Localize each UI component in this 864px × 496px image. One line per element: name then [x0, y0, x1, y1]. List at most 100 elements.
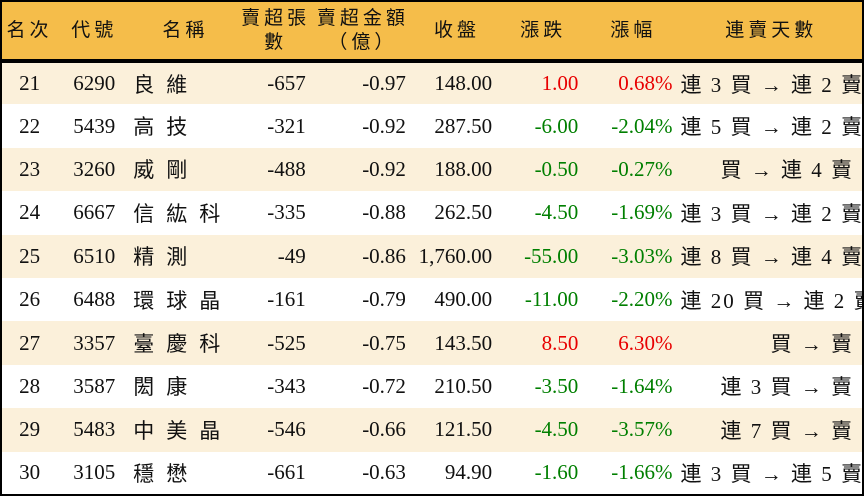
change-cell: 8.50 — [541, 330, 579, 355]
name-cell: 信紘科 — [133, 201, 233, 226]
change-cell: -0.50 — [534, 156, 579, 181]
sell-volume-cell: -657 — [267, 71, 306, 96]
col-header-rank: 名次 — [6, 19, 53, 41]
rank-cell: 23 — [19, 156, 41, 181]
rank-cell: 22 — [19, 113, 41, 138]
col-header-change: 漲跌 — [520, 19, 567, 41]
change-cell: 1.00 — [541, 71, 579, 96]
change-pct-cell: 0.68% — [618, 71, 673, 96]
change-pct-cell: -3.57% — [611, 417, 673, 442]
table-row: 28 3587 閎康 -343 -0.72 210.50 -3.50 -1.64… — [1, 364, 863, 409]
col-header-streak: 連賣天數 — [725, 19, 818, 41]
code-cell: 3260 — [73, 156, 116, 181]
change-pct-cell: -2.20% — [611, 287, 673, 312]
name-cell: 良維 — [133, 72, 200, 97]
col-header-change-pct: 漲幅 — [610, 19, 657, 41]
code-cell: 3357 — [73, 330, 116, 355]
change-cell: -4.50 — [534, 417, 579, 442]
sell-amount-cell: -0.92 — [362, 113, 406, 138]
table-row: 21 6290 良維 -657 -0.97 148.00 1.00 0.68% … — [1, 61, 863, 105]
change-cell: -1.60 — [534, 460, 579, 485]
close-cell: 210.50 — [434, 373, 493, 398]
rank-cell: 26 — [19, 287, 41, 312]
streak-cell: 連 3 買 → 連 2 賣 — [680, 201, 863, 226]
rank-cell: 28 — [19, 373, 41, 398]
close-cell: 1,760.00 — [418, 243, 493, 268]
streak-cell: 連 8 買 → 連 4 賣 — [680, 245, 863, 270]
sell-amount-cell: -0.72 — [362, 373, 406, 398]
header-row: 名次 代號 名稱 賣超張數 賣超金額 （億） 收盤 漲跌 漲幅 連賣天數 — [1, 1, 863, 61]
change-cell: -11.00 — [524, 287, 579, 312]
name-cell: 威剛 — [133, 158, 200, 183]
close-cell: 143.50 — [434, 330, 493, 355]
rank-cell: 21 — [19, 71, 41, 96]
streak-cell: 連 3 買 → 連 2 賣 — [680, 72, 863, 97]
table-row: 22 5439 高技 -321 -0.92 287.50 -6.00 -2.04… — [1, 104, 863, 148]
table-row: 27 3357 臺慶科 -525 -0.75 143.50 8.50 6.30%… — [1, 321, 863, 365]
streak-cell: 連 5 買 → 連 2 賣 — [680, 115, 863, 140]
name-cell: 穩懋 — [133, 461, 200, 486]
sell-amount-cell: -0.63 — [362, 460, 406, 485]
name-cell: 精測 — [133, 245, 200, 270]
close-cell: 287.50 — [434, 113, 493, 138]
table-row: 23 3260 威剛 -488 -0.92 188.00 -0.50 -0.27… — [1, 147, 863, 192]
change-pct-cell: -1.69% — [611, 200, 673, 225]
change-cell: -55.00 — [524, 243, 579, 268]
change-pct-cell: -2.04% — [611, 113, 673, 138]
sell-volume-cell: -661 — [267, 460, 306, 485]
code-cell: 3105 — [73, 460, 116, 485]
sell-amount-cell: -0.66 — [362, 417, 406, 442]
code-cell: 6290 — [73, 71, 116, 96]
change-pct-cell: -1.64% — [611, 373, 673, 398]
rank-cell: 27 — [19, 330, 41, 355]
rank-cell: 29 — [19, 417, 41, 442]
code-cell: 5483 — [73, 417, 116, 442]
table-row: 24 6667 信紘科 -335 -0.88 262.50 -4.50 -1.6… — [1, 191, 863, 235]
change-pct-cell: -0.27% — [611, 156, 673, 181]
table-row: 26 6488 環球晶 -161 -0.79 490.00 -11.00 -2.… — [1, 277, 863, 322]
sell-volume-cell: -546 — [267, 417, 306, 442]
sell-volume-cell: -49 — [277, 243, 306, 268]
streak-cell: 買 → 連 4 賣 — [720, 158, 854, 183]
close-cell: 94.90 — [444, 460, 493, 485]
close-cell: 121.50 — [434, 417, 493, 442]
sell-volume-cell: -488 — [267, 156, 306, 181]
col-header-name: 名稱 — [162, 19, 209, 41]
table-row: 25 6510 精測 -49 -0.86 1,760.00 -55.00 -3.… — [1, 234, 863, 278]
code-cell: 3587 — [73, 373, 116, 398]
rank-cell: 25 — [19, 243, 41, 268]
change-cell: -3.50 — [534, 373, 579, 398]
close-cell: 262.50 — [434, 200, 493, 225]
name-cell: 環球晶 — [133, 288, 233, 313]
sell-volume-cell: -525 — [267, 330, 306, 355]
sell-volume-cell: -161 — [267, 287, 306, 312]
sell-volume-cell: -321 — [267, 113, 306, 138]
col-header-code: 代號 — [71, 19, 118, 41]
sell-volume-cell: -343 — [267, 373, 306, 398]
change-pct-cell: 6.30% — [618, 330, 673, 355]
sell-amount-cell: -0.92 — [362, 156, 406, 181]
close-cell: 148.00 — [434, 71, 493, 96]
close-cell: 490.00 — [434, 287, 493, 312]
streak-cell: 連 3 買 → 連 5 賣 — [680, 461, 863, 486]
code-cell: 6488 — [73, 287, 116, 312]
code-cell: 5439 — [73, 113, 116, 138]
name-cell: 臺慶科 — [133, 332, 233, 357]
streak-cell: 連 20 買 → 連 2 賣 — [680, 288, 863, 313]
name-cell: 閎康 — [133, 375, 200, 400]
streak-cell: 連 3 買 → 賣 — [720, 375, 854, 400]
table-row: 30 3105 穩懋 -661 -0.63 94.90 -1.60 -1.66%… — [1, 451, 863, 495]
sell-amount-cell: -0.97 — [362, 71, 406, 96]
sell-volume-cell: -335 — [267, 200, 306, 225]
change-pct-cell: -1.66% — [611, 460, 673, 485]
sell-amount-cell: -0.75 — [362, 330, 406, 355]
name-cell: 高技 — [133, 115, 200, 140]
close-cell: 188.00 — [434, 156, 493, 181]
table-body: 21 6290 良維 -657 -0.97 148.00 1.00 0.68% … — [1, 61, 863, 495]
name-cell: 中美晶 — [133, 418, 233, 443]
col-header-close: 收盤 — [434, 19, 481, 41]
rank-cell: 24 — [19, 200, 41, 225]
table-header: 名次 代號 名稱 賣超張數 賣超金額 （億） 收盤 漲跌 漲幅 連賣天數 — [1, 1, 863, 61]
change-cell: -4.50 — [534, 200, 579, 225]
